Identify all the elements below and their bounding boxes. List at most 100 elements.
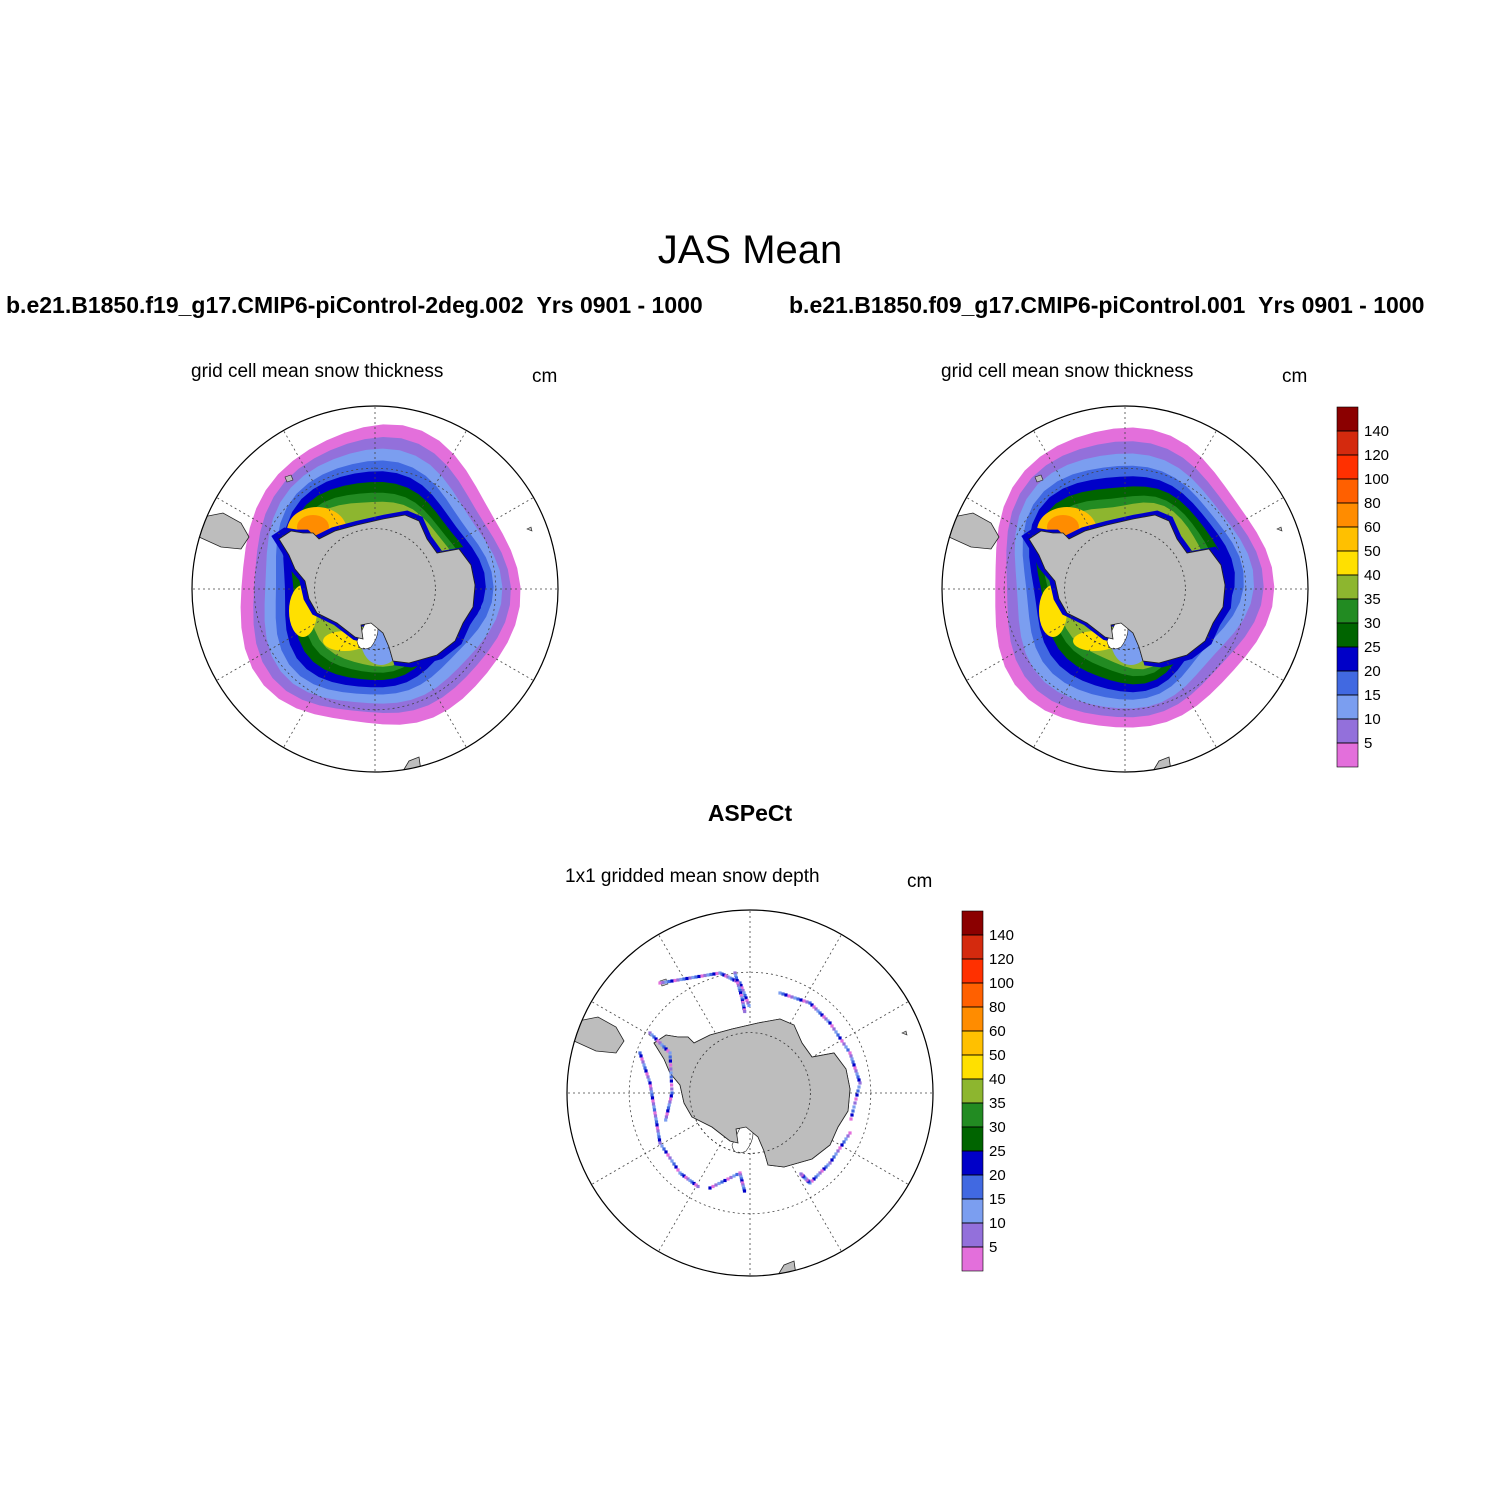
case-years-right: Yrs 0901 - 1000 bbox=[1258, 292, 1425, 318]
ship-observation-cell bbox=[658, 1041, 662, 1045]
colorbar-right: 140 120 100 80 60 50 40 35 30 25 20 15 10 5 bbox=[1336, 406, 1389, 768]
colorbar-swatch bbox=[961, 1054, 984, 1080]
colorbar-label: 35 bbox=[1364, 591, 1381, 608]
ship-observation-cell bbox=[852, 1105, 856, 1109]
ship-observation-cell bbox=[738, 988, 742, 993]
ship-observation-cell bbox=[844, 1137, 848, 1141]
ship-observation-cell bbox=[850, 1113, 854, 1117]
colorbar-swatch bbox=[1336, 622, 1359, 648]
ship-observation-cell bbox=[735, 978, 739, 983]
latitude-line-inner bbox=[1064, 528, 1186, 650]
ship-observation-cell bbox=[812, 1177, 816, 1181]
ship-observation-cell bbox=[649, 1087, 653, 1091]
colorbar-label: 140 bbox=[989, 927, 1014, 944]
ship-observation-cell bbox=[641, 1060, 645, 1064]
ship-observation-cell bbox=[735, 1172, 739, 1177]
ship-observation-cell bbox=[672, 1162, 676, 1166]
ship-observation-cell bbox=[730, 977, 734, 981]
latitude-line-inner bbox=[689, 1032, 811, 1154]
ship-observation-cell bbox=[816, 1009, 820, 1013]
colorbar-swatch bbox=[961, 982, 984, 1008]
colorbar-swatch bbox=[961, 1006, 984, 1032]
colorbar-label: 100 bbox=[1364, 471, 1389, 488]
ship-observation-cell bbox=[810, 1179, 814, 1183]
ship-observation-cell bbox=[649, 1090, 654, 1094]
ship-observation-cell bbox=[668, 1100, 672, 1104]
ship-observation-cell bbox=[688, 976, 692, 980]
ship-observation-cell bbox=[739, 1177, 744, 1181]
colorbar-label: 30 bbox=[989, 1119, 1006, 1136]
ship-observation-cell bbox=[745, 998, 749, 1003]
colorbar-swatch bbox=[961, 1150, 984, 1176]
ship-observation-cell bbox=[736, 981, 740, 985]
colorbar-swatch bbox=[961, 910, 984, 936]
colorbar-swatch bbox=[1336, 598, 1359, 624]
ship-observation-cell bbox=[664, 1047, 668, 1051]
colorbar-label: 50 bbox=[989, 1047, 1006, 1064]
ship-observation-cell bbox=[820, 1013, 824, 1017]
ship-observation-cell bbox=[664, 1115, 668, 1119]
ship-observation-cell bbox=[824, 1017, 828, 1021]
colorbar-label: 10 bbox=[1364, 711, 1381, 728]
south-america-land bbox=[198, 512, 250, 550]
ship-observation-cell bbox=[712, 972, 716, 976]
colorbar-label: 5 bbox=[989, 1239, 997, 1256]
ship-observation-cell bbox=[682, 977, 686, 981]
ship-observation-cell bbox=[828, 1161, 832, 1165]
ship-observation-cell bbox=[670, 979, 674, 983]
ship-observation-cell bbox=[738, 1173, 743, 1177]
ship-observation-cell bbox=[669, 1079, 673, 1083]
island-land bbox=[284, 474, 294, 483]
ship-observation-cell bbox=[654, 1037, 658, 1041]
ship-observation-cell bbox=[667, 979, 671, 984]
map-content bbox=[567, 910, 933, 1276]
ship-observation-cell bbox=[668, 1156, 672, 1160]
colorbar-label: 20 bbox=[989, 1167, 1006, 1184]
ship-observation-cell bbox=[657, 1138, 662, 1142]
ship-observation-cell bbox=[669, 1094, 673, 1098]
ship-observation-cell bbox=[652, 1035, 656, 1039]
ship-observation-cell bbox=[668, 1055, 672, 1059]
ship-observation-cell bbox=[834, 1030, 838, 1034]
ship-observation-cell bbox=[851, 1109, 855, 1113]
ship-observation-cell bbox=[673, 978, 677, 983]
ship-observation-cell bbox=[738, 981, 742, 985]
map-frame bbox=[191, 405, 559, 773]
ship-observation-cell bbox=[805, 1000, 809, 1004]
ship-observation-cell bbox=[670, 1091, 674, 1095]
colorbar-swatch bbox=[1336, 694, 1359, 720]
ship-observation-cell bbox=[790, 995, 794, 999]
south-america-land bbox=[948, 512, 1000, 550]
ship-observation-cell bbox=[826, 1019, 830, 1023]
colorbar-label: 25 bbox=[1364, 639, 1381, 656]
panel-title-obs: 1x1 gridded mean snow depth bbox=[565, 866, 820, 887]
ship-observation-cell bbox=[678, 1171, 682, 1175]
colorbar-swatch bbox=[961, 1198, 984, 1224]
colorbar-label: 15 bbox=[1364, 687, 1381, 704]
ship-observation-cell bbox=[648, 1084, 653, 1088]
ship-observation-cell bbox=[830, 1024, 834, 1028]
ship-observation-cell bbox=[645, 1072, 649, 1076]
ship-observation-cell bbox=[654, 1117, 658, 1121]
units-obs: cm bbox=[907, 871, 933, 892]
ship-observation-cell bbox=[715, 971, 719, 976]
ship-observation-cell bbox=[648, 1081, 652, 1085]
polar-map-right bbox=[941, 405, 1309, 773]
ship-observation-cell bbox=[732, 978, 736, 982]
ship-observation-cell bbox=[822, 1015, 826, 1019]
ship-observation-cell bbox=[676, 1168, 680, 1172]
ship-observation-cell bbox=[694, 1183, 698, 1187]
ship-observation-cell bbox=[656, 1132, 661, 1136]
ship-observation-cell bbox=[742, 1189, 747, 1193]
colorbar-label: 100 bbox=[989, 975, 1014, 992]
ship-observation-cell bbox=[799, 1172, 803, 1176]
colorbar-swatch bbox=[1336, 526, 1359, 552]
colorbar-swatch bbox=[1336, 478, 1359, 504]
ship-observation-cell bbox=[652, 1108, 657, 1112]
ship-observation-cell bbox=[662, 1147, 666, 1151]
ship-observation-cell bbox=[734, 976, 738, 980]
ship-observation-cell bbox=[854, 1069, 858, 1073]
ship-observation-cell bbox=[668, 1059, 672, 1063]
colorbar-swatch bbox=[1336, 406, 1359, 432]
ship-observation-cell bbox=[654, 1120, 659, 1124]
